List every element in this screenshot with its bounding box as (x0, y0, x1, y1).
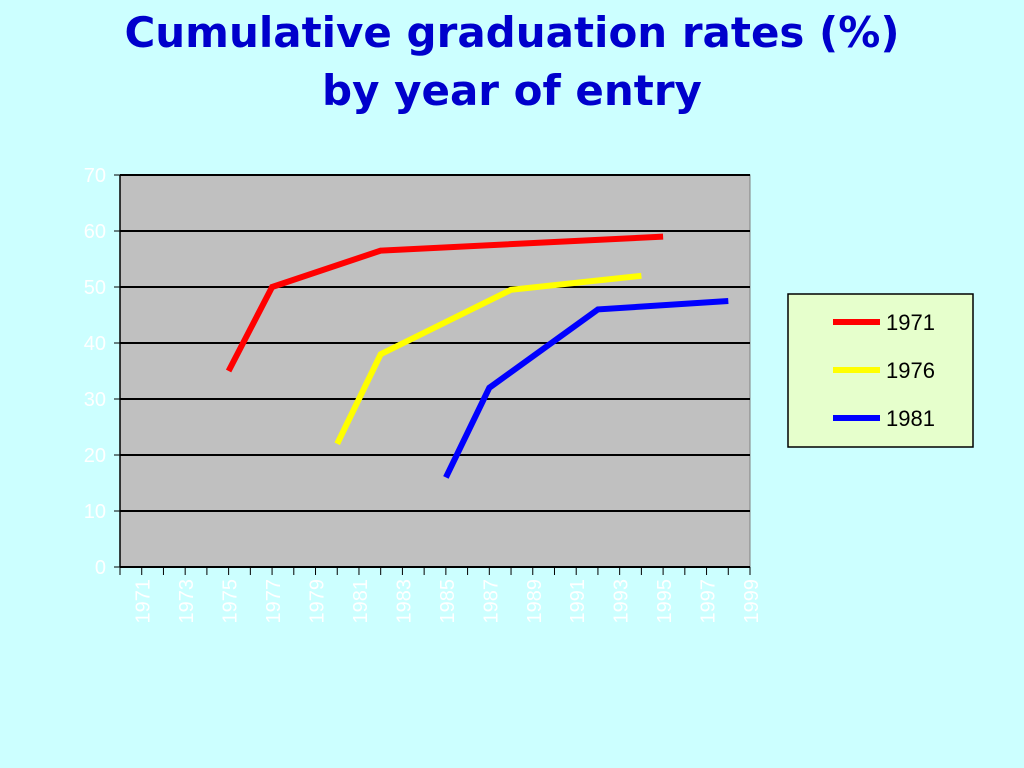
legend-box (787, 293, 974, 448)
title-line-1: Cumulative graduation rates (%) (124, 8, 900, 57)
x-tick-label: 1987 (480, 579, 502, 624)
x-tick-label: 1971 (133, 579, 155, 624)
y-tick-label: 30 (84, 389, 106, 411)
series-line-1976 (334, 272, 642, 446)
x-tick-label: 1985 (437, 579, 459, 624)
y-tick-label: 50 (84, 277, 106, 299)
legend-label-1971: 1971 (886, 310, 935, 335)
series-line-1981 (443, 298, 729, 479)
legend: 1971 1976 1981 (787, 293, 974, 448)
legend-label-1981: 1981 (886, 406, 935, 431)
x-tick-label: 1997 (698, 579, 720, 624)
x-tick-label: 1977 (263, 579, 285, 624)
title-line-2: by year of entry (322, 66, 702, 115)
grid-lines (120, 174, 750, 512)
x-tick-label: 1995 (654, 579, 676, 624)
plot-area (119, 174, 751, 568)
y-tick-label: 70 (84, 165, 106, 187)
x-tick-label: 1973 (176, 579, 198, 624)
x-tick-label: 1983 (393, 579, 415, 624)
y-tick-label: 10 (84, 501, 106, 523)
x-tick-label: 1991 (567, 579, 589, 624)
series-lines (225, 233, 729, 479)
y-tick-label: 20 (84, 445, 106, 467)
x-tick-label: 1975 (220, 579, 242, 624)
y-tick-label: 60 (84, 221, 106, 243)
x-tick-label: 1999 (741, 579, 763, 624)
slide-title: Cumulative graduation rates (%) by year … (0, 4, 1024, 120)
legend-label-1976: 1976 (886, 358, 935, 383)
x-tick-label: 1979 (307, 579, 329, 624)
x-tick-label: 1989 (524, 579, 546, 624)
x-tick-label: 1981 (350, 579, 372, 624)
y-tick-label: 0 (95, 557, 106, 579)
y-tick-label: 40 (84, 333, 106, 355)
series-line-1971 (225, 233, 664, 373)
x-tick-label: 1993 (611, 579, 633, 624)
axes: 0 10 20 30 40 50 60 70 1971 1973 1975 1977 1979 1981 1… (84, 165, 763, 624)
